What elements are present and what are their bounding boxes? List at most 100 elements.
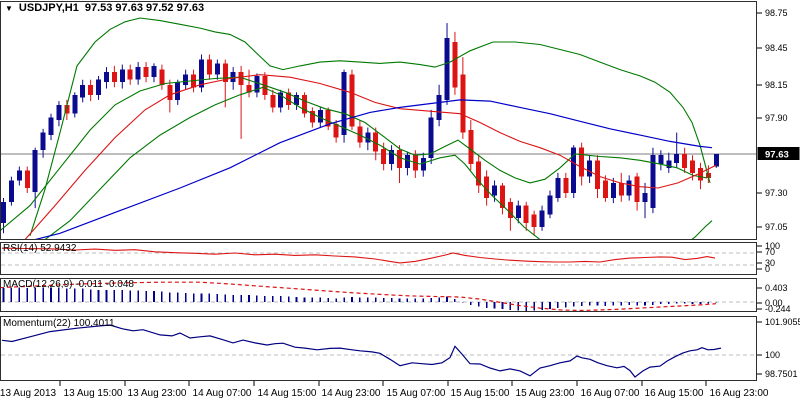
candle-body: [294, 94, 300, 105]
svg-text:97.63: 97.63: [765, 150, 789, 161]
svg-text:101.9055: 101.9055: [765, 317, 800, 327]
rsi-panel[interactable]: [1, 247, 756, 266]
svg-text:14 Aug 23:00: 14 Aug 23:00: [322, 388, 381, 399]
candle-body: [214, 63, 220, 75]
candle-body: [523, 205, 529, 224]
candle-body: [183, 74, 189, 85]
candle-body: [167, 84, 173, 100]
candle-body: [650, 155, 656, 209]
candle-body: [666, 160, 672, 168]
candle-body: [610, 182, 616, 199]
candle-body: [587, 160, 593, 177]
momentum-line: [1, 324, 722, 378]
candles: [1, 23, 719, 236]
candle-body: [1, 201, 6, 224]
macd-histogram: [2, 287, 718, 311]
current-price-badge: [757, 147, 800, 160]
candle-body: [56, 104, 62, 120]
chevron-down-icon[interactable]: ▼: [5, 3, 13, 13]
svg-text:98.7501: 98.7501: [765, 369, 798, 379]
candle-body: [222, 63, 228, 83]
macd-panel[interactable]: [0, 281, 756, 311]
ma-blue-line: [34, 99, 713, 239]
candle-body: [658, 155, 664, 165]
svg-text:15 Aug 15:00: 15 Aug 15:00: [451, 388, 510, 399]
candle-body: [634, 176, 640, 202]
candle-body: [32, 150, 38, 192]
symbol-timeframe: USDJPY,H1: [18, 2, 79, 14]
candle-body: [286, 92, 292, 105]
svg-text:97.30: 97.30: [765, 188, 788, 198]
candle-body: [579, 147, 585, 177]
candle-body: [341, 72, 347, 136]
price-panel-frame: [0, 1, 757, 240]
svg-text:100: 100: [765, 241, 780, 251]
svg-text:13 Aug 15:00: 13 Aug 15:00: [64, 388, 123, 399]
svg-text:98.15: 98.15: [765, 80, 788, 90]
svg-text:14 Aug 07:00: 14 Aug 07:00: [193, 388, 252, 399]
rsi-line: [1, 247, 716, 264]
candle-body: [317, 109, 323, 123]
macd-panel-frame: [0, 278, 757, 312]
candle-body: [159, 69, 165, 85]
candle-body: [452, 41, 458, 88]
bollinger-lower-line: [44, 86, 713, 239]
candle-body: [80, 84, 86, 98]
candle-body: [674, 153, 680, 163]
candle-body: [484, 176, 490, 199]
candle-body: [381, 148, 387, 165]
candle-body: [507, 201, 513, 219]
svg-text:97.90: 97.90: [765, 113, 788, 123]
candle-body: [278, 92, 284, 108]
candle-body: [531, 214, 537, 227]
candle-body: [602, 180, 608, 199]
candle-body: [539, 210, 545, 227]
ma-red-line: [24, 74, 717, 239]
ohlc-readout: 97.53 97.63 97.52 97.63: [84, 2, 205, 14]
candle-body: [127, 69, 133, 80]
candle-body: [397, 150, 402, 168]
macd-signal-line: [1, 281, 717, 311]
svg-text:16 Aug 15:00: 16 Aug 15:00: [645, 388, 704, 399]
bollinger-middle-line: [1, 76, 708, 231]
candle-body: [246, 84, 252, 93]
svg-text:15 Aug 07:00: 15 Aug 07:00: [387, 388, 446, 399]
candle-body: [325, 109, 331, 127]
rsi-indicator-label: RSI(14) 52.9432: [3, 243, 77, 254]
candle-body: [713, 153, 719, 167]
candle-body: [72, 94, 78, 114]
candle-body: [333, 123, 339, 138]
candle-body: [96, 79, 102, 95]
candle-body: [690, 160, 696, 173]
candle-body: [373, 132, 379, 152]
candle-body: [238, 72, 244, 85]
candle-body: [199, 59, 204, 88]
candle-body: [135, 67, 141, 80]
candle-body: [697, 167, 703, 181]
candle-body: [626, 180, 632, 196]
time-axis[interactable]: 13 Aug 2013 13 Aug 15:00 13 Aug 23:00 14 Au…: [0, 381, 769, 399]
svg-text:16 Aug 07:00: 16 Aug 07:00: [581, 388, 640, 399]
value-axis[interactable]: 98.7598.4598.1597.9097.3097.05100703000.…: [757, 8, 800, 379]
candle-body: [40, 132, 46, 151]
candle-body: [64, 104, 70, 114]
svg-text:-0.244: -0.244: [765, 304, 791, 314]
svg-text:0.403: 0.403: [765, 283, 788, 293]
candle-body: [254, 75, 260, 93]
svg-text:0: 0: [765, 264, 770, 274]
candle-body: [24, 170, 30, 188]
price-panel[interactable]: [0, 17, 756, 261]
candle-body: [389, 150, 395, 165]
bollinger-upper-line: [29, 17, 711, 236]
candle-body: [555, 177, 561, 199]
candle-body: [476, 161, 482, 186]
candle-body: [8, 180, 14, 202]
svg-text:30: 30: [765, 258, 775, 268]
candle-body: [682, 153, 688, 168]
momentum-panel[interactable]: [1, 324, 756, 378]
candle-body: [206, 59, 212, 75]
candle-body: [436, 94, 442, 120]
candle-body: [349, 74, 355, 127]
